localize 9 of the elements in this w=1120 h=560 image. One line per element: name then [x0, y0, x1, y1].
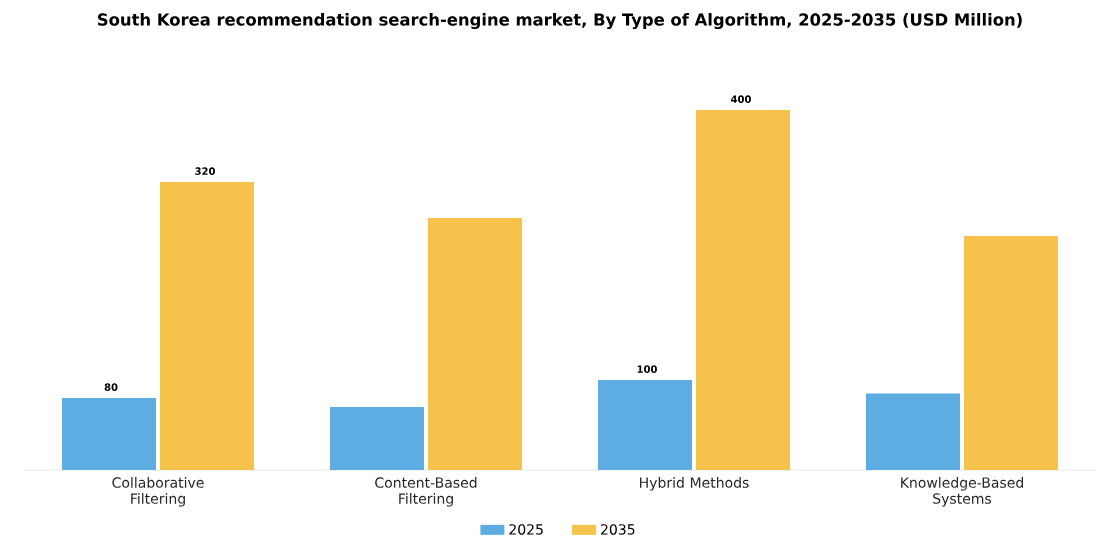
bar [963, 235, 1058, 470]
bar [428, 217, 522, 470]
chart-title: South Korea recommendation search-engine market, By Type of Algorithm, 2025-2035 (USD Million) [98, 13, 1022, 30]
bar [330, 406, 425, 470]
bar [696, 109, 790, 470]
bar [598, 379, 692, 470]
bar [160, 181, 255, 470]
bar [865, 393, 960, 470]
bar [62, 397, 157, 470]
